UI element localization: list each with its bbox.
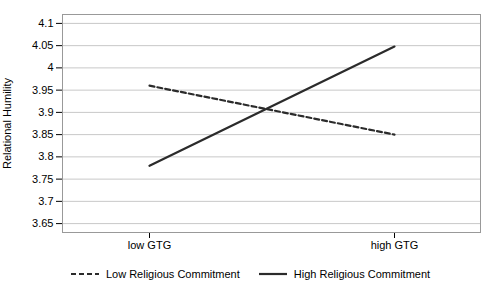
svg-text:3.8: 3.8 bbox=[38, 150, 53, 162]
svg-text:high GTG: high GTG bbox=[371, 239, 419, 251]
svg-text:3.75: 3.75 bbox=[32, 173, 53, 185]
svg-text:Relational Humility: Relational Humility bbox=[1, 77, 13, 169]
svg-text:low GTG: low GTG bbox=[128, 239, 171, 251]
svg-text:3.65: 3.65 bbox=[32, 217, 53, 229]
html-text:High Religious Commitment: High Religious Commitment bbox=[293, 268, 431, 280]
svg-text:4.05: 4.05 bbox=[32, 39, 53, 51]
svg-text:3.7: 3.7 bbox=[38, 195, 53, 207]
svg-text:3.95: 3.95 bbox=[32, 84, 53, 96]
svg-text:4.1: 4.1 bbox=[38, 17, 53, 29]
html-text:Low Religious Commitment: Low Religious Commitment bbox=[105, 268, 240, 280]
svg-text:3.9: 3.9 bbox=[38, 106, 53, 118]
svg-text:4: 4 bbox=[47, 61, 53, 73]
svg-text:3.85: 3.85 bbox=[32, 128, 53, 140]
